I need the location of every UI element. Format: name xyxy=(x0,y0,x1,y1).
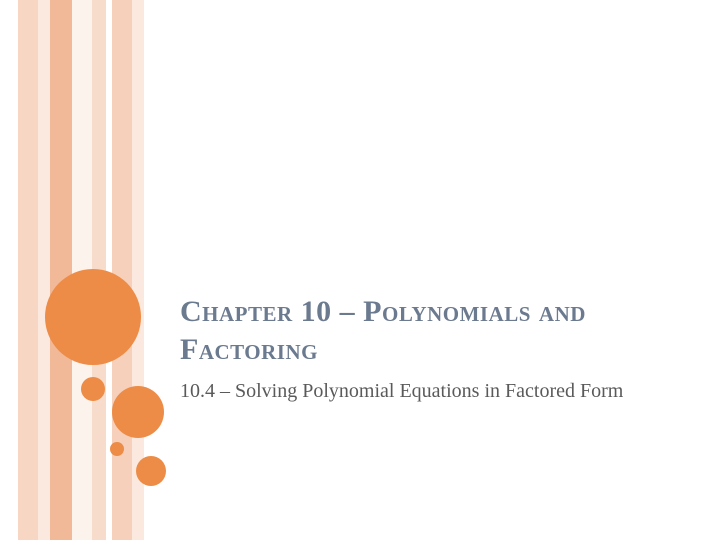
decorative-circle xyxy=(112,386,164,438)
slide-title: Chapter 10 – Polynomials and Factoring xyxy=(180,293,680,368)
slide: Chapter 10 – Polynomials and Factoring 1… xyxy=(0,0,720,540)
decorative-circle xyxy=(110,442,124,456)
decorative-stripe xyxy=(38,0,50,540)
decorative-circle xyxy=(45,269,141,365)
decorative-stripe xyxy=(112,0,132,540)
decorative-stripe xyxy=(18,0,38,540)
decorative-circle xyxy=(81,377,105,401)
decorative-stripe xyxy=(50,0,72,540)
decorative-circle xyxy=(136,456,166,486)
slide-subtitle: 10.4 – Solving Polynomial Equations in F… xyxy=(180,378,670,404)
